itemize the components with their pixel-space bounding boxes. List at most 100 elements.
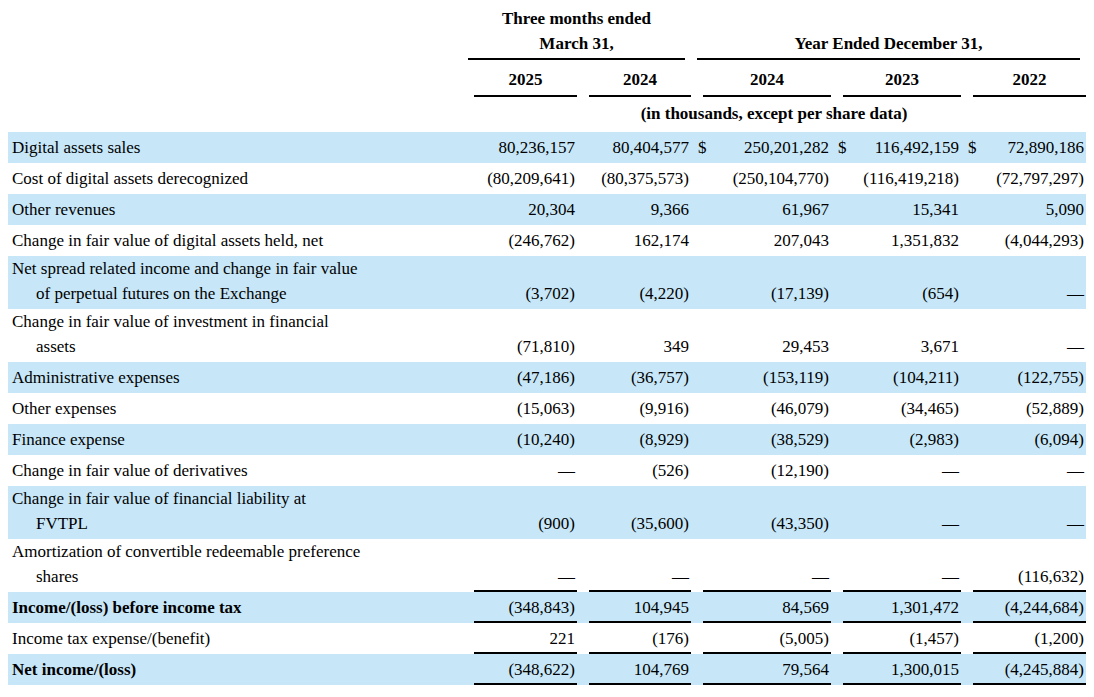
dollar-sign: $	[698, 135, 707, 160]
header-group: Year Ended December 31,	[691, 6, 1086, 60]
amount: (35,600)	[631, 514, 689, 533]
amount: 80,236,157	[499, 138, 576, 157]
cell-value: (15,063)	[462, 393, 577, 424]
table-row: Income/(loss) before income tax(348,843)…	[8, 592, 1086, 623]
amount: (116,419,218)	[863, 169, 959, 188]
amount: 72,890,186	[1008, 135, 1085, 160]
table-row: Net spread related income and change in …	[8, 256, 1086, 309]
row-label: Cost of digital assets derecognized	[8, 163, 462, 194]
table-row: Change in fair value of financial liabil…	[8, 486, 1086, 539]
cell-value: (6,094)	[961, 424, 1086, 455]
cell-value: (4,044,293)	[961, 225, 1086, 256]
income-statement-table: Three months endedMarch 31,Year Ended De…	[8, 6, 1086, 685]
row-label: Income tax expense/(benefit)	[8, 623, 462, 654]
cell-value: 1,351,832	[831, 225, 961, 256]
cell-value: (80,375,573)	[577, 163, 691, 194]
cell-value: (2,983)	[831, 424, 961, 455]
row-label-line1: Other revenues	[12, 197, 462, 222]
amount: (526)	[652, 461, 689, 480]
amount: —	[1067, 514, 1084, 533]
amount: 221	[550, 629, 576, 648]
table-row: Finance expense(10,240)(8,929)(38,529)(2…	[8, 424, 1086, 455]
amount: —	[1067, 337, 1084, 356]
amount: (36,757)	[631, 368, 689, 387]
row-label-line2: assets	[12, 334, 462, 359]
cell-value: —	[462, 455, 577, 486]
cell-value: —	[577, 539, 691, 592]
row-label: Digital assets sales	[8, 132, 462, 163]
cell-value: —	[831, 539, 961, 592]
amount: (654)	[922, 284, 959, 303]
cell-value: —	[691, 539, 831, 592]
table-header: Three months endedMarch 31,Year Ended De…	[8, 6, 1086, 132]
row-label: Amortization of convertible redeemable p…	[8, 539, 462, 592]
cell-value: (10,240)	[462, 424, 577, 455]
cell-value: $116,492,159	[831, 132, 961, 163]
amount: (9,916)	[639, 399, 689, 418]
amount: 3,671	[921, 337, 959, 356]
cell-value: (153,119)	[691, 362, 831, 393]
amount: (34,465)	[901, 399, 959, 418]
cell-value: (35,600)	[577, 486, 691, 539]
cell-value: $72,890,186	[961, 132, 1086, 163]
amount: (46,079)	[771, 399, 829, 418]
cell-value: 104,769	[577, 654, 691, 685]
amount: (900)	[538, 514, 575, 533]
amount: (4,245,884)	[1005, 660, 1084, 679]
cell-value: (526)	[577, 455, 691, 486]
amount: 79,564	[782, 660, 829, 679]
table-row: Other revenues20,3049,36661,96715,3415,0…	[8, 194, 1086, 225]
cell-value: 20,304	[462, 194, 577, 225]
units-note: (in thousands, except per share data)	[462, 97, 1086, 132]
amount: (80,375,573)	[601, 169, 689, 188]
row-label-line1: Cost of digital assets derecognized	[12, 166, 462, 191]
amount: (8,929)	[639, 430, 689, 449]
year-label: 2024	[589, 66, 691, 97]
header-period-row: Three months endedMarch 31,Year Ended De…	[8, 6, 1086, 60]
amount: 61,967	[782, 200, 829, 219]
dollar-value-pair: $116,492,159	[831, 135, 959, 160]
amount: (250,104,770)	[733, 169, 829, 188]
cell-value: (4,244,684)	[961, 592, 1086, 623]
row-label-line1: Net spread related income and change in …	[12, 256, 462, 281]
amount: 104,769	[634, 660, 689, 679]
table-row: Change in fair value of derivatives—(526…	[8, 455, 1086, 486]
cell-value: 80,236,157	[462, 132, 577, 163]
table-row: Change in fair value of investment in fi…	[8, 309, 1086, 362]
cell-value: (8,929)	[577, 424, 691, 455]
row-label-line1: Digital assets sales	[12, 135, 462, 160]
cell-value: —	[831, 486, 961, 539]
cell-value: (46,079)	[691, 393, 831, 424]
amount: 207,043	[774, 231, 829, 250]
amount: (52,889)	[1026, 399, 1084, 418]
cell-value: (43,350)	[691, 486, 831, 539]
row-label: Net spread related income and change in …	[8, 256, 462, 309]
amount: (1,200)	[1034, 629, 1084, 648]
cell-value: (348,622)	[462, 654, 577, 685]
row-label-line2: FVTPL	[12, 511, 462, 536]
amount: —	[942, 461, 959, 480]
amount: 349	[664, 337, 690, 356]
amount: (116,632)	[1018, 567, 1084, 586]
cell-value: 3,671	[831, 309, 961, 362]
header-year-cell: 2024	[577, 60, 691, 97]
amount: —	[812, 567, 829, 586]
cell-value: (38,529)	[691, 424, 831, 455]
amount: (2,983)	[909, 430, 959, 449]
amount: (4,220)	[639, 284, 689, 303]
cell-value: 84,569	[691, 592, 831, 623]
amount: 1,301,472	[891, 598, 959, 617]
amount: 116,492,159	[875, 135, 959, 160]
cell-value: —	[961, 256, 1086, 309]
amount: 9,366	[651, 200, 689, 219]
cell-value: (348,843)	[462, 592, 577, 623]
cell-value: (122,755)	[961, 362, 1086, 393]
financial-statement-page: Three months endedMarch 31,Year Ended De…	[0, 0, 1094, 697]
amount: —	[1067, 284, 1084, 303]
cell-value: 1,300,015	[831, 654, 961, 685]
row-label-line1: Amortization of convertible redeemable p…	[12, 539, 462, 564]
row-label: Change in fair value of derivatives	[8, 455, 462, 486]
header-spacer	[8, 6, 462, 60]
amount: —	[558, 567, 575, 586]
year-label: 2022	[973, 66, 1086, 97]
